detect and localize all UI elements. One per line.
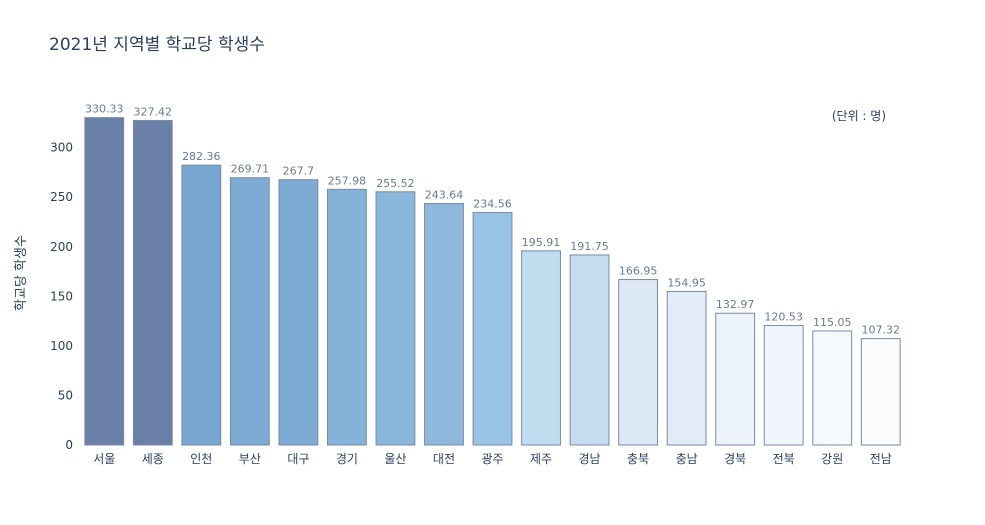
- y-tick-label: 200: [50, 240, 73, 254]
- y-tick-label: 250: [50, 190, 73, 204]
- bar: [181, 164, 222, 446]
- x-tick-label: 경남: [579, 452, 601, 466]
- x-tick-label: 인천: [190, 451, 212, 466]
- x-tick-label: 세종: [142, 452, 164, 466]
- bar: [618, 279, 658, 446]
- bar: [424, 203, 464, 446]
- x-tick-label: 대구: [287, 452, 309, 466]
- data-label: 234.56: [473, 198, 512, 211]
- bar: [763, 325, 804, 446]
- bar: [132, 120, 173, 446]
- data-label: 132.97: [716, 298, 755, 311]
- bar: [666, 290, 707, 446]
- x-tick-label: 대전: [433, 452, 455, 466]
- data-label: 107.32: [861, 324, 900, 337]
- y-tick-label: 100: [50, 339, 73, 353]
- y-tick-label: 50: [58, 388, 73, 402]
- x-tick-label: 광주: [481, 452, 503, 466]
- bar: [84, 117, 125, 446]
- unit-note: (단위 : 명): [832, 109, 886, 123]
- data-label: 257.98: [328, 174, 367, 187]
- data-label: 195.91: [522, 236, 561, 249]
- data-labels: 330.33 327.42 282.36 269.71 267.7 257.98 255.5…: [85, 103, 900, 337]
- x-tick-label: 울산: [384, 452, 406, 466]
- x-tick-label: 전남: [870, 452, 892, 466]
- y-tick-label: 300: [50, 141, 73, 155]
- bar: [521, 250, 561, 446]
- x-tick-label: 서울: [93, 452, 115, 466]
- x-tick-label: 충북: [627, 452, 649, 466]
- x-tick-label: 강원: [821, 452, 843, 466]
- x-tick-label: 경기: [336, 452, 358, 466]
- bar: [860, 338, 901, 446]
- x-axis: 서울 세종 인천 부산 대구 경기 울산 대전 광주 제주 경남 충북 충남 경북 전북 강원 전남: [93, 451, 892, 466]
- data-label: 154.95: [667, 276, 706, 289]
- bar: [278, 179, 319, 446]
- data-label: 115.05: [813, 316, 852, 329]
- data-label: 243.64: [425, 189, 464, 202]
- bars: [84, 117, 901, 446]
- data-label: 120.53: [764, 311, 803, 324]
- bar: [472, 212, 513, 446]
- data-label: 282.36: [182, 150, 221, 163]
- bar: [569, 254, 610, 446]
- bar: [715, 312, 756, 446]
- data-label: 269.71: [231, 163, 270, 176]
- data-label: 191.75: [570, 240, 609, 253]
- data-label: 166.95: [619, 265, 658, 278]
- x-tick-label: 경북: [724, 452, 746, 466]
- bar: [229, 177, 270, 446]
- y-tick-label: 150: [50, 289, 73, 303]
- x-tick-label: 부산: [239, 452, 261, 466]
- x-tick-label: 제주: [530, 452, 552, 466]
- y-tick-label: 0: [65, 438, 73, 452]
- chart-title: 2021년 지역별 학교당 학생수: [49, 35, 265, 55]
- y-axis-label: 학교당 학생수: [14, 235, 29, 311]
- x-tick-label: 충남: [676, 452, 698, 466]
- bar: [375, 191, 416, 446]
- x-tick-label: 전북: [773, 452, 795, 466]
- data-label: 327.42: [134, 106, 173, 119]
- data-label: 330.33: [85, 103, 124, 116]
- bar: [327, 188, 367, 446]
- data-label: 267.7: [283, 165, 315, 178]
- bar: [812, 330, 853, 446]
- data-label: 255.52: [376, 177, 415, 190]
- y-axis: 0 50 100 150 200 250 300: [50, 141, 73, 452]
